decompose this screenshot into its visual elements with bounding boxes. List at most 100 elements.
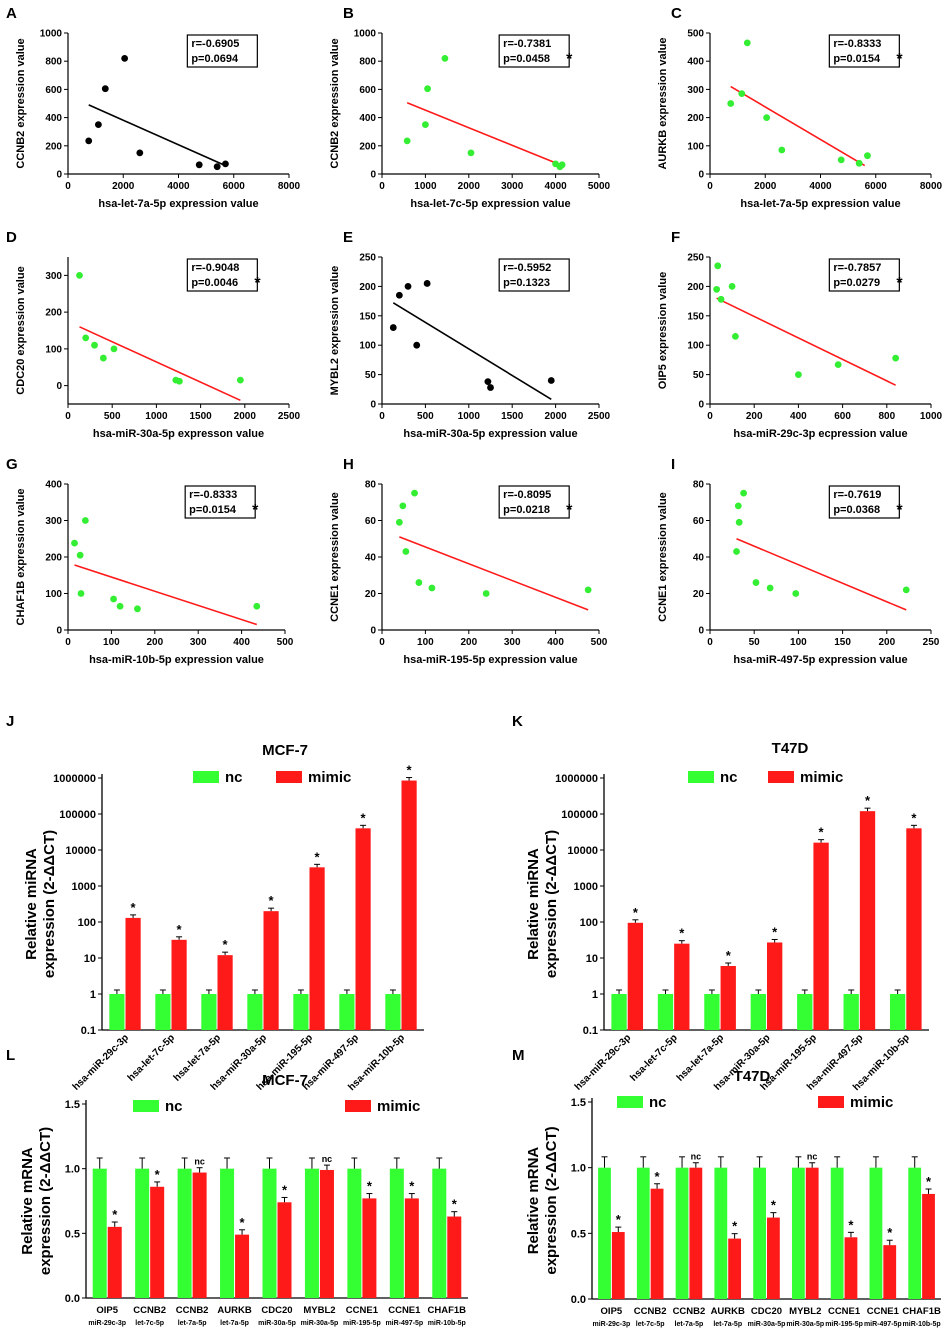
bar-mimic <box>611 1232 625 1299</box>
subcategory-label: miR-29c-3p <box>593 1321 631 1328</box>
bar-nc <box>611 994 627 1030</box>
bar-nc <box>704 994 720 1030</box>
data-point <box>855 159 863 167</box>
r-value: r=-0.6905 <box>191 38 239 50</box>
panel-letter-K: K <box>512 713 523 730</box>
legend-label-nc: nc <box>165 1098 183 1115</box>
category-label: CCNB2 <box>133 1305 166 1316</box>
x-tick-label: 800 <box>878 411 895 422</box>
y-tick-label: 0 <box>698 626 704 637</box>
x-tick-label: 8000 <box>278 181 301 192</box>
significance-star: * <box>896 275 903 292</box>
significance-mark: * <box>772 924 778 939</box>
category-label: hsa-let-7a-5p <box>675 1032 726 1083</box>
y-tick-label: 50 <box>365 370 377 381</box>
subcategory-label: let-7a-5p <box>220 1320 249 1327</box>
y-tick-label: 200 <box>359 141 376 152</box>
subcategory-label: miR-195-5p <box>825 1321 863 1328</box>
x-tick-label: 4000 <box>167 181 190 192</box>
significance-star: * <box>896 51 903 68</box>
x-tick-label: 200 <box>146 637 163 648</box>
x-tick-label: 1000 <box>145 411 168 422</box>
subcategory-label: let-7a-5p <box>713 1321 742 1328</box>
subcategory-label: miR-29c-3p <box>88 1320 126 1327</box>
y-tick-label: 1000 <box>574 881 598 893</box>
y-tick-label: 1000 <box>40 29 63 40</box>
scatter-panel-F: 0 200 400 600 800 1000 0 50 100 150 200 250 hsa-miR-… <box>657 253 943 441</box>
significance-mark: * <box>926 1174 932 1189</box>
y-axis-title: CCNE1 expression value <box>657 492 669 622</box>
y-axis-title: CHAF1B expression value <box>15 489 27 626</box>
category-label: CCNE1 <box>867 1306 900 1317</box>
category-label: CCNE1 <box>828 1306 861 1317</box>
panel-letter-J: J <box>6 713 14 730</box>
data-point <box>482 590 490 597</box>
y-tick-label: 0.0 <box>571 1294 586 1306</box>
y-axis-title-line: expression (2-ΔΔCT) <box>41 830 58 978</box>
significance-mark: * <box>155 1167 161 1182</box>
r-value: r=-0.8333 <box>833 38 881 50</box>
y-tick-label: 400 <box>45 113 62 124</box>
y-tick-label: 60 <box>365 516 377 527</box>
y-tick-label: 600 <box>45 85 62 96</box>
legend-swatch-nc <box>133 1100 159 1112</box>
y-tick-label: 0 <box>56 170 62 181</box>
y-axis-title-line: expression (2-ΔΔCT) <box>543 1126 560 1274</box>
legend-swatch-nc <box>193 771 219 783</box>
p-value: p=0.0279 <box>833 277 880 289</box>
panel-letter-H: H <box>343 456 354 473</box>
data-point <box>547 377 555 384</box>
x-tick-label: 2500 <box>588 411 611 422</box>
y-tick-label: 0.5 <box>65 1228 80 1240</box>
data-point <box>795 371 802 378</box>
regression-line <box>406 102 563 167</box>
significance-star: * <box>566 502 573 519</box>
regression-line <box>736 538 907 611</box>
bar-mimic <box>217 955 233 1030</box>
y-tick-label: 300 <box>45 516 62 527</box>
p-value: p=0.0154 <box>833 53 881 65</box>
bar-mimic <box>767 1217 780 1299</box>
bar-nc <box>675 1167 689 1299</box>
bar-mimic <box>650 1188 664 1299</box>
x-tick-label: 500 <box>591 637 608 648</box>
y-tick-label: 1.0 <box>571 1163 586 1175</box>
data-point <box>584 586 592 594</box>
panel-letter-E: E <box>343 229 353 246</box>
y-tick-label: 300 <box>687 85 704 96</box>
bar-mimic <box>906 828 922 1030</box>
stats-box <box>828 258 900 292</box>
subcategory-label: let-7a-5p <box>178 1320 207 1327</box>
bar-mimic <box>277 1202 292 1298</box>
data-point <box>734 502 742 510</box>
panel-letter-B: B <box>343 5 354 22</box>
x-tick-label: 500 <box>277 637 294 648</box>
bar-panel-L: MCF-7 Relative mRNAexpression (2-ΔΔCT) 0.0… <box>19 1072 468 1327</box>
bar-nc <box>843 994 859 1030</box>
x-tick-label: 2000 <box>112 181 135 192</box>
y-tick-label: 50 <box>693 370 705 381</box>
category-label: MYBL2 <box>303 1305 335 1316</box>
bar-nc <box>598 1167 611 1299</box>
x-tick-label: 1000 <box>458 411 481 422</box>
bar-mimic <box>627 922 644 1030</box>
r-value: r=-0.8095 <box>503 489 551 501</box>
bar-nc <box>753 1167 766 1299</box>
significance-star: * <box>896 502 903 519</box>
significance-mark: nc <box>691 1152 702 1162</box>
x-tick-label: 400 <box>547 637 564 648</box>
y-tick-label: 0.0 <box>65 1293 80 1305</box>
p-value: p=0.1323 <box>503 277 550 289</box>
y-axis-title: Relative miRNAexpression (2-ΔΔCT) <box>525 830 560 978</box>
regression-line <box>730 85 866 167</box>
y-tick-label: 200 <box>45 553 62 564</box>
stats-box <box>498 34 570 68</box>
data-point <box>253 602 261 610</box>
bar-mimic <box>319 1169 334 1298</box>
category-label: hsa-let-7c-5p <box>126 1032 177 1083</box>
category-label: hsa-let-7a-5p <box>172 1032 223 1083</box>
legend-swatch-mimic <box>768 771 794 783</box>
bar-mimic <box>813 842 829 1030</box>
legend-label-nc: nc <box>649 1094 667 1111</box>
category-label: hsa-miR-29c-3p <box>573 1032 633 1092</box>
